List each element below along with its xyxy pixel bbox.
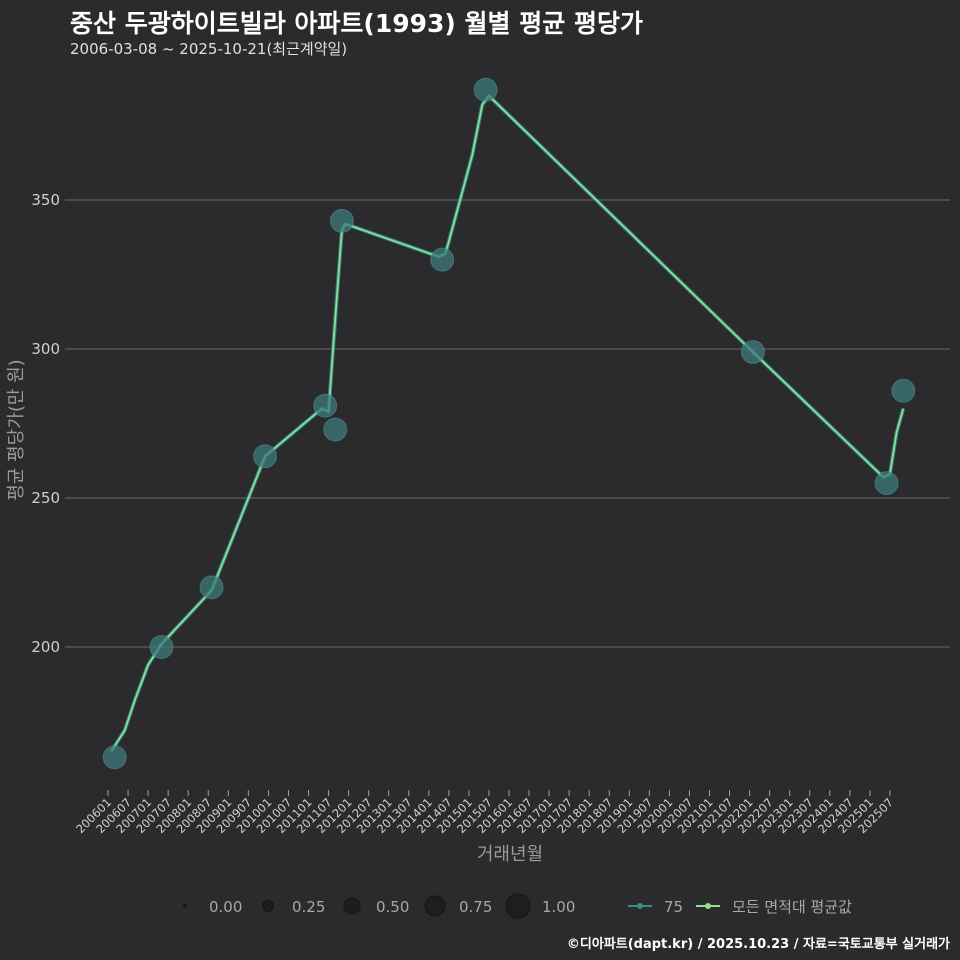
chart-subtitle: 2006-03-08 ~ 2025-10-21(최근계약일) — [70, 40, 348, 58]
legend-size-swatch — [343, 897, 361, 915]
legend-size-swatch — [424, 895, 446, 917]
legend: 0.00 0.25 0.50 0.75 1.00 75 모든 면적대 평균값 — [183, 893, 852, 919]
series-75-line — [109, 93, 906, 753]
legend-75-label: 75 — [664, 898, 683, 916]
legend-average-swatch-dot — [705, 903, 711, 909]
x-axis-label: 거래년월 — [477, 844, 543, 865]
legend-size-swatch — [505, 893, 531, 919]
chart-title: 중산 두광하이트빌라 아파트(1993) 월별 평균 평당가 — [70, 9, 643, 38]
data-point — [329, 208, 354, 233]
data-point — [323, 417, 348, 442]
data-point — [740, 340, 765, 364]
source-caption: ©디아파트(dapt.kr) / 2025.10.23 / 자료=국토교통부 실… — [566, 937, 950, 952]
legend-size-label: 0.75 — [459, 898, 492, 916]
average-line-layer — [109, 93, 906, 753]
legend-size-label: 0.00 — [209, 898, 242, 916]
legend-average-label: 모든 면적대 평균값 — [732, 898, 852, 916]
data-point — [313, 393, 338, 418]
data-point — [430, 247, 455, 272]
data-point — [149, 634, 174, 659]
data-point — [102, 745, 127, 770]
y-axis-ticks: 200 250 300 350 — [31, 191, 60, 656]
legend-size-swatch — [262, 900, 274, 912]
data-point — [253, 444, 278, 469]
series-75-points-layer — [102, 77, 916, 770]
data-point — [473, 77, 498, 102]
legend-size-swatch — [183, 904, 187, 908]
data-point — [891, 378, 916, 403]
y-tick-label: 250 — [31, 489, 60, 507]
legend-size-label: 1.00 — [542, 898, 575, 916]
legend-size-label: 0.50 — [376, 898, 409, 916]
data-point — [874, 471, 899, 496]
data-point — [199, 575, 224, 600]
x-axis-ticks: 2006012006072007012007072008012008072009… — [73, 790, 896, 836]
legend-size-label: 0.25 — [292, 898, 325, 916]
grid-lines — [65, 199, 950, 648]
y-axis-label: 평균 평당가(만 원) — [6, 359, 27, 500]
y-tick-label: 200 — [31, 638, 60, 656]
y-tick-label: 300 — [31, 340, 60, 358]
legend-75-swatch-dot — [637, 903, 643, 909]
y-tick-label: 350 — [31, 191, 60, 209]
average-line — [110, 94, 905, 752]
